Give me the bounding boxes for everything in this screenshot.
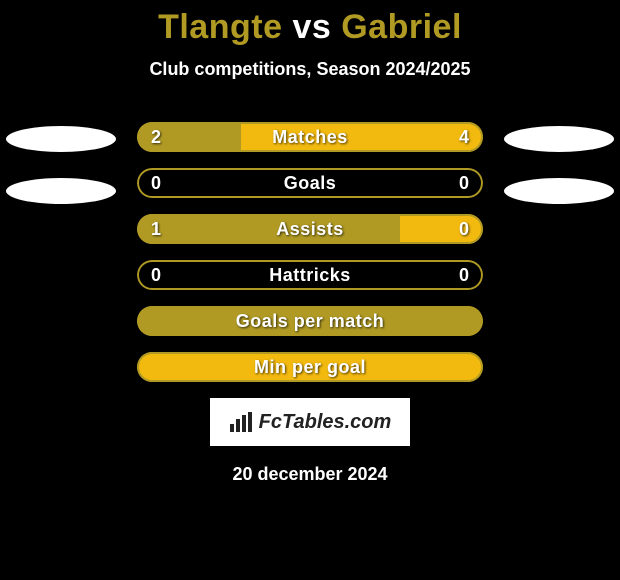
stat-value-right: 4 bbox=[459, 122, 469, 152]
stat-label: Matches bbox=[137, 122, 483, 152]
stat-bar: Min per goal bbox=[137, 352, 483, 382]
stat-value-right: 0 bbox=[459, 168, 469, 198]
stat-label: Hattricks bbox=[137, 260, 483, 290]
logo-text: FcTables.com bbox=[259, 411, 392, 434]
comparison-title: Tlangte vs Gabriel bbox=[0, 0, 620, 47]
title-player-left: Tlangte bbox=[158, 8, 282, 46]
stats-rows: Matches24Goals00Assists10Hattricks00Goal… bbox=[0, 122, 620, 382]
stat-row: Hattricks0 0 bbox=[0, 260, 620, 290]
title-vs: vs bbox=[292, 8, 331, 46]
stat-row: Assists1 0 bbox=[0, 214, 620, 244]
stat-row: Goals per match bbox=[0, 306, 620, 336]
stat-label: Min per goal bbox=[137, 352, 483, 382]
stat-value-left: 1 bbox=[151, 214, 161, 244]
stat-label: Goals bbox=[137, 168, 483, 198]
stat-value-right: 0 bbox=[459, 214, 469, 244]
logo: FcTables.com bbox=[229, 411, 392, 434]
title-player-right: Gabriel bbox=[341, 8, 462, 46]
stat-bar: Goals0 0 bbox=[137, 168, 483, 198]
stat-row: Min per goal bbox=[0, 352, 620, 382]
stat-bar: Goals per match bbox=[137, 306, 483, 336]
stat-label: Goals per match bbox=[137, 306, 483, 336]
bar-chart-icon bbox=[229, 412, 253, 432]
stat-value-left: 2 bbox=[151, 122, 161, 152]
stat-row: Matches2 4 bbox=[0, 122, 620, 152]
stat-value-left: 0 bbox=[151, 168, 161, 198]
stat-row: Goals0 0 bbox=[0, 168, 620, 198]
subtitle: Club competitions, Season 2024/2025 bbox=[0, 59, 620, 80]
logo-box: FcTables.com bbox=[210, 398, 410, 446]
stat-bar: Assists1 0 bbox=[137, 214, 483, 244]
stat-value-right: 0 bbox=[459, 260, 469, 290]
date: 20 december 2024 bbox=[0, 464, 620, 485]
stat-bar: Hattricks0 0 bbox=[137, 260, 483, 290]
stat-bar: Matches2 4 bbox=[137, 122, 483, 152]
stat-label: Assists bbox=[137, 214, 483, 244]
stat-value-left: 0 bbox=[151, 260, 161, 290]
